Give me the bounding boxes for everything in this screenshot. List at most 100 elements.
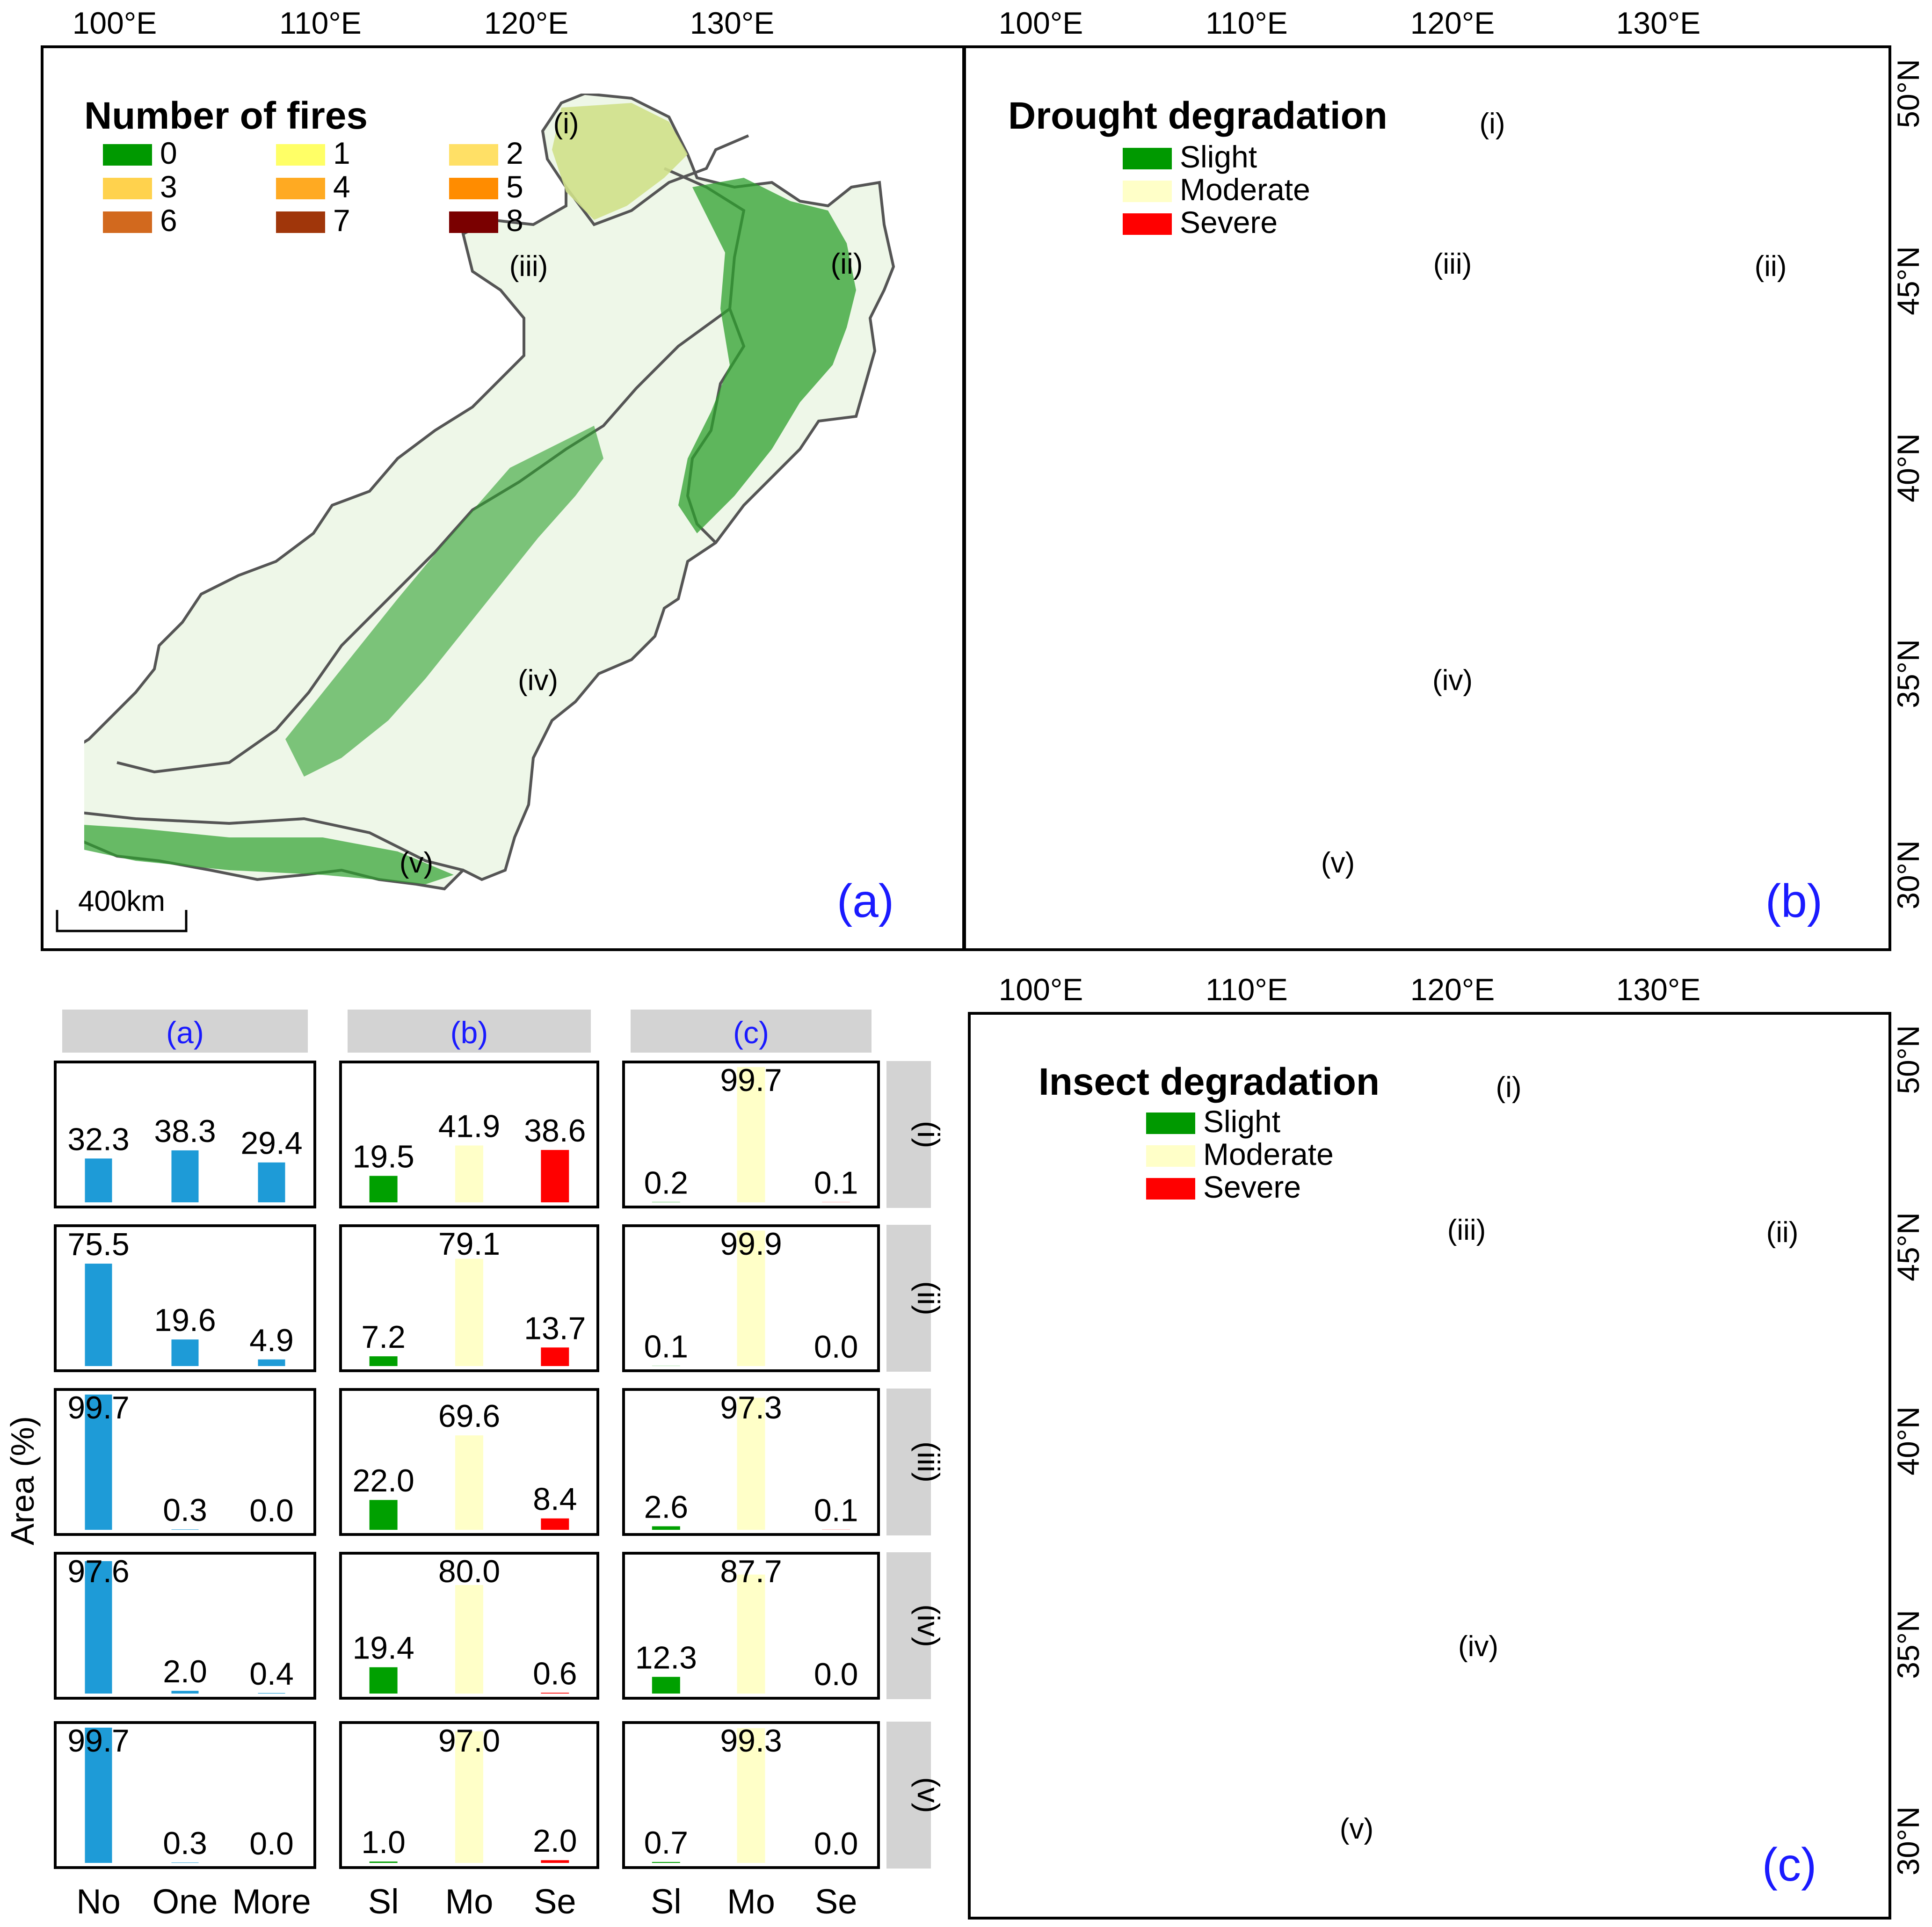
region-label: (iv)	[518, 664, 558, 697]
bar	[737, 1574, 765, 1694]
lat-tick-label: 50°N	[1891, 1025, 1925, 1094]
bar-value-label: 0.3	[163, 1825, 207, 1861]
legend-label: 2	[506, 136, 523, 170]
bar	[85, 1727, 112, 1863]
bar-value-label: 4.9	[249, 1323, 294, 1358]
bar-value-label: 0.4	[249, 1656, 294, 1692]
bar-value-label: 0.0	[814, 1826, 858, 1862]
legend-title: Insect degradation	[1039, 1061, 1380, 1103]
bar-value-label: 38.6	[524, 1113, 586, 1149]
region-boundary	[116, 307, 731, 774]
row-header	[886, 1552, 931, 1699]
legend-swatch	[103, 144, 152, 166]
category-tick-label: No	[76, 1882, 121, 1921]
bar	[171, 1529, 199, 1530]
category-tick-label: Mo	[727, 1882, 775, 1921]
category-tick-label: Mo	[445, 1882, 494, 1921]
category-tick-label: Se	[534, 1882, 576, 1921]
bar-value-label: 12.3	[635, 1640, 697, 1675]
bar-value-label: 0.1	[814, 1165, 858, 1201]
bar	[737, 1728, 765, 1863]
bar	[85, 1394, 112, 1530]
column-header-label: (a)	[166, 1015, 204, 1050]
bar-value-label: 99.9	[720, 1226, 782, 1262]
legend-label: Moderate	[1203, 1137, 1334, 1171]
bar-value-label: 0.0	[814, 1329, 858, 1365]
lon-tick-label: 130°E	[1616, 6, 1701, 40]
study-area-outline	[84, 94, 895, 891]
legend-label: Slight	[1203, 1104, 1280, 1139]
row-header-label: (ii)	[911, 1281, 946, 1315]
legend-swatch	[1146, 1113, 1195, 1134]
area-bar-chart-grid: (a) 32.3 38.3 29.4 75.5 19.6 4.9 99.7 0.3 0.0 97.6…	[54, 1010, 946, 1921]
lon-tick-label: 120°E	[1410, 6, 1495, 40]
bar-value-label: 97.6	[67, 1554, 129, 1589]
bar	[737, 1230, 765, 1366]
panel-label: (c)	[1762, 1839, 1817, 1891]
bar-value-label: 80.0	[438, 1554, 500, 1589]
bar-value-label: 19.5	[352, 1139, 414, 1174]
legend-swatch	[1123, 148, 1172, 169]
legend-label: 0	[160, 136, 177, 170]
bar-panel-frame	[622, 1552, 880, 1700]
legend-label: 5	[506, 169, 523, 204]
bar-value-label: 0.2	[644, 1165, 689, 1200]
bar-value-label: 29.4	[240, 1126, 302, 1161]
row-header-label: (v)	[911, 1777, 946, 1813]
bar-panel-frame	[622, 1721, 880, 1869]
legend: 0 1 2 3 4 5 6 7 8	[103, 136, 523, 238]
legend-swatch	[103, 211, 152, 233]
legend-title: Drought degradation	[1008, 95, 1387, 137]
map-frame	[968, 1012, 1891, 1920]
lat-tick-label: 45°N	[1891, 246, 1925, 315]
bar-panel-frame	[54, 1224, 316, 1372]
column-header	[631, 1010, 872, 1053]
bar-panel-frame	[339, 1388, 599, 1536]
row-header	[886, 1225, 931, 1372]
bar	[737, 1067, 765, 1202]
bar-value-label: 22.0	[352, 1463, 414, 1498]
bar	[369, 1500, 398, 1530]
row-header	[886, 1061, 931, 1208]
bar	[85, 1158, 112, 1202]
bar-value-label: 38.3	[154, 1113, 216, 1149]
bar-value-label: 19.4	[352, 1630, 414, 1666]
region-label: (i)	[1496, 1071, 1521, 1104]
legend-label: 3	[160, 169, 177, 204]
bar	[652, 1862, 680, 1863]
region-label: (iii)	[509, 250, 548, 283]
bar-value-label: 69.6	[438, 1398, 500, 1434]
bar-panel-frame	[339, 1224, 599, 1372]
bar	[171, 1691, 199, 1694]
lon-tick-label: 110°E	[279, 6, 362, 40]
map-frame	[963, 45, 1891, 951]
lon-tick-label: 120°E	[1410, 972, 1495, 1007]
row-header	[886, 1389, 931, 1535]
bar	[455, 1145, 483, 1202]
legend-swatch	[449, 178, 498, 199]
bar	[652, 1677, 680, 1694]
bar-panel-frame	[54, 1388, 316, 1536]
region-label: (iii)	[1447, 1214, 1486, 1246]
bar-value-label: 0.0	[249, 1493, 294, 1528]
legend-swatch	[1146, 1178, 1195, 1200]
fire-pixels-some	[552, 103, 688, 220]
region-boundary	[565, 134, 749, 226]
bar	[258, 1359, 285, 1366]
legend-label: Severe	[1180, 205, 1278, 240]
bar	[541, 1693, 569, 1694]
bar-panel-frame	[622, 1061, 880, 1208]
bar	[369, 1176, 398, 1202]
bar	[85, 1264, 112, 1366]
bar-value-label: 8.4	[533, 1482, 577, 1517]
legend-swatch	[1123, 213, 1172, 235]
legend-label: 8	[506, 203, 523, 238]
category-tick-label: Sl	[368, 1882, 399, 1921]
row-header-label: (i)	[911, 1121, 946, 1149]
lat-tick-label: 30°N	[1891, 840, 1925, 909]
lat-tick-label: 40°N	[1891, 1406, 1925, 1475]
bar	[455, 1731, 483, 1863]
legend-swatch	[1123, 181, 1172, 202]
lat-tick-label: 40°N	[1891, 433, 1925, 502]
